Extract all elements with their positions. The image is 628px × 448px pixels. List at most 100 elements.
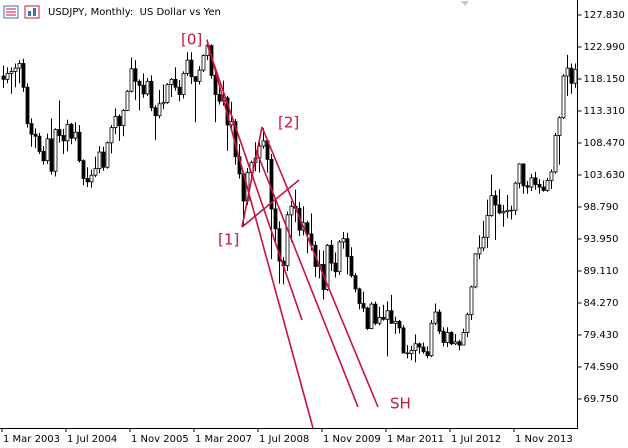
candle-body <box>189 59 194 78</box>
pitchfork-line <box>241 179 300 228</box>
candle-body <box>417 343 422 348</box>
candle-body <box>37 135 42 152</box>
candle-body <box>569 67 574 84</box>
scroll-marker <box>461 1 469 6</box>
candle-body <box>273 208 278 230</box>
candle-body <box>549 171 554 181</box>
candle-body <box>165 84 170 103</box>
candle-body <box>369 303 374 329</box>
pitchfork-label: [1] <box>218 231 239 249</box>
candle-body <box>413 343 418 351</box>
candle-body <box>97 151 102 169</box>
candle-body <box>93 168 98 176</box>
candle-body <box>537 184 542 188</box>
candle-body <box>77 131 82 162</box>
pitchfork-label: SH <box>390 395 411 413</box>
y-tick-label: 74.590 <box>584 362 619 373</box>
y-tick-label: 98.790 <box>584 202 619 213</box>
candle-body <box>517 163 522 184</box>
pitchfork-line <box>241 126 263 228</box>
candle-body <box>337 241 342 273</box>
candle-body <box>137 80 142 86</box>
candle-body <box>381 316 386 320</box>
pitchfork-line <box>255 149 359 408</box>
candle-body <box>505 209 510 212</box>
candle-body <box>561 75 566 119</box>
candle-body <box>365 307 370 329</box>
candle-body <box>477 247 482 255</box>
candle-body <box>353 275 358 290</box>
x-tick-label: 1 Jul 2008 <box>259 434 309 445</box>
candle-body <box>185 59 190 74</box>
candle-body <box>501 211 506 214</box>
candle-body <box>113 115 118 128</box>
candle-body <box>109 127 114 144</box>
candle-body <box>197 69 202 82</box>
candle-body <box>333 262 338 273</box>
candle-body <box>65 123 70 142</box>
candle-body <box>437 311 442 332</box>
candle-body <box>425 351 430 357</box>
y-tick-label: 89.110 <box>584 266 619 277</box>
candle-body <box>181 72 186 95</box>
candle-body <box>129 68 134 92</box>
candle-body <box>81 160 86 179</box>
candle-body <box>469 286 474 316</box>
candle-body <box>17 63 22 69</box>
candle-body <box>513 182 518 211</box>
icon-bar <box>33 8 36 16</box>
y-tick-label: 84.270 <box>584 298 619 309</box>
candle-body <box>85 178 90 183</box>
candle-body <box>397 320 402 329</box>
candle-body <box>345 238 350 257</box>
candle-body <box>525 185 530 188</box>
candle-body <box>449 332 454 345</box>
y-tick-label: 118.150 <box>584 74 625 85</box>
candle-body <box>125 90 130 111</box>
candle-body <box>521 163 526 187</box>
candle-body <box>485 215 490 238</box>
candle-body <box>329 244 334 264</box>
candle-body <box>277 228 282 262</box>
candle-body <box>45 138 50 162</box>
candle-body <box>1 75 6 80</box>
candle-body <box>409 349 414 355</box>
candle-body <box>289 205 294 216</box>
candle-body <box>357 288 362 304</box>
candle-body <box>105 142 110 168</box>
header-icons <box>3 5 40 19</box>
x-tick-label: 1 Mar 2011 <box>387 434 444 445</box>
candle-body <box>117 115 122 127</box>
candle-body <box>529 177 534 188</box>
candle-body <box>193 76 198 82</box>
candle-body <box>361 303 366 309</box>
pitchfork-line <box>261 126 379 408</box>
candle-body <box>169 78 174 86</box>
candle-body <box>133 68 138 82</box>
candle-body <box>533 177 538 185</box>
candle-body <box>385 310 390 320</box>
y-tick-label: 103.630 <box>584 170 625 181</box>
x-tick-label: 1 Mar 2003 <box>3 434 60 445</box>
candle-body <box>261 140 266 147</box>
candle-body <box>9 70 14 74</box>
x-tick-label: 1 Jul 2012 <box>451 434 501 445</box>
candle-body <box>421 346 426 353</box>
candle-body <box>373 303 378 324</box>
candle-body <box>325 244 330 290</box>
y-tick-label: 122.990 <box>584 42 625 53</box>
candle-body <box>153 107 158 117</box>
icon-bar <box>28 11 31 16</box>
candle-body <box>29 123 34 135</box>
candle-body <box>565 67 570 77</box>
x-tick-label: 1 Nov 2009 <box>323 434 381 445</box>
candle-body <box>21 63 26 88</box>
candle-body <box>173 78 178 88</box>
pitchfork-line <box>206 39 314 429</box>
chart-title: USDJPY, Monthly: US Dollar vs Yen <box>48 7 221 18</box>
x-tick-label: 1 Mar 2007 <box>195 434 252 445</box>
candle-body <box>41 150 46 162</box>
x-tick-label: 1 Jul 2004 <box>67 434 117 445</box>
pitchfork-label: [2] <box>278 114 299 132</box>
